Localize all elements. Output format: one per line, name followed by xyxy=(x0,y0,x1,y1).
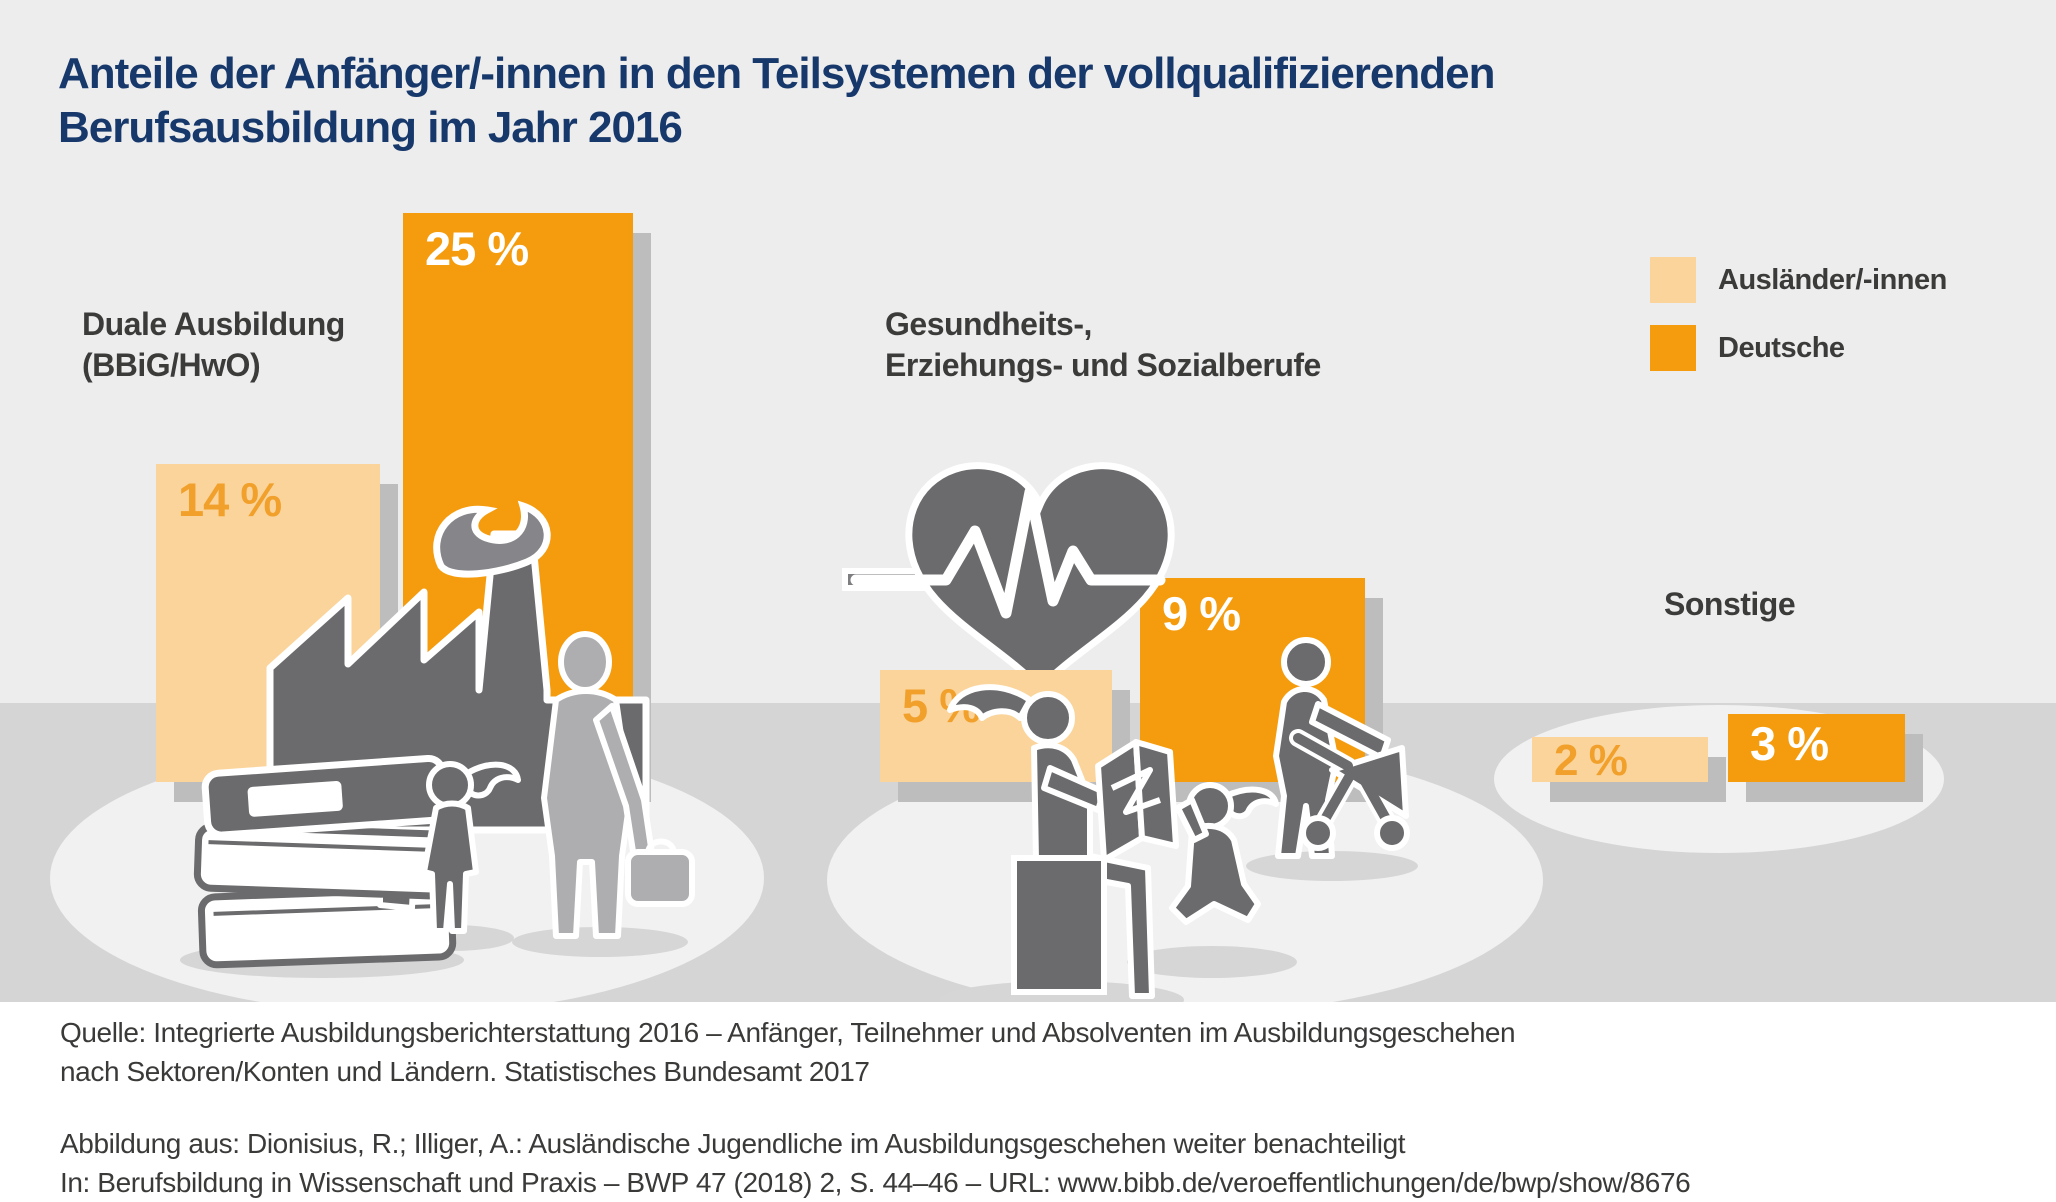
bar-value-label: 9 % xyxy=(1162,587,1241,640)
legend: Ausländer/-innen Deutsche xyxy=(1650,257,1947,393)
source-abbildung: Abbildung aus: Dionisius, R.; Illiger, A… xyxy=(60,1128,1691,1198)
bar-duale-auslaender: 14 % xyxy=(156,464,380,782)
bar-value-label: 2 % xyxy=(1554,736,1628,785)
bar-duale-deutsche: 25 % xyxy=(403,213,633,782)
bar-gesundheit-auslaender: 5 % xyxy=(880,670,1112,782)
ekg-pulse-line xyxy=(850,486,1166,619)
bar-sonstige-auslaender: 2 % xyxy=(1532,736,1708,785)
group-label-sonstige: Sonstige xyxy=(1664,586,1796,622)
bar-sonstige-deutsche: 3 % xyxy=(1728,714,1905,782)
bar-value-label: 25 % xyxy=(425,222,529,275)
legend-label-deutsche: Deutsche xyxy=(1718,331,1845,364)
bar-gesundheit-deutsche: 9 % xyxy=(1140,578,1365,782)
heart-shape xyxy=(905,462,1175,694)
chart-background: 14 % 25 % 9 % 5 % 2 % 3 % xyxy=(0,0,2056,1002)
source-quelle: Quelle: Integrierte Ausbildungsberichter… xyxy=(60,1017,1516,1087)
page-title: Anteile der Anfänger/-innen in den Teils… xyxy=(58,49,1496,153)
legend-row-deutsche: Deutsche xyxy=(1650,325,1947,371)
legend-swatch-deutsche xyxy=(1650,325,1696,371)
ekg-baseline xyxy=(842,568,960,591)
group-label-duale: Duale Ausbildung (BBiG/HwO) xyxy=(82,306,345,383)
legend-label-auslaender: Ausländer/-innen xyxy=(1718,263,1947,296)
legend-swatch-auslaender xyxy=(1650,257,1696,303)
bar-value-label: 3 % xyxy=(1750,717,1829,770)
bar-value-label: 5 % xyxy=(902,679,981,732)
legend-row-auslaender: Ausländer/-innen xyxy=(1650,257,1947,303)
group-label-gesundheit: Gesundheits-, Erziehungs- und Sozialberu… xyxy=(885,306,1321,383)
bar-value-label: 14 % xyxy=(178,473,282,526)
footer: Quelle: Integrierte Ausbildungsberichter… xyxy=(60,1014,2020,1202)
